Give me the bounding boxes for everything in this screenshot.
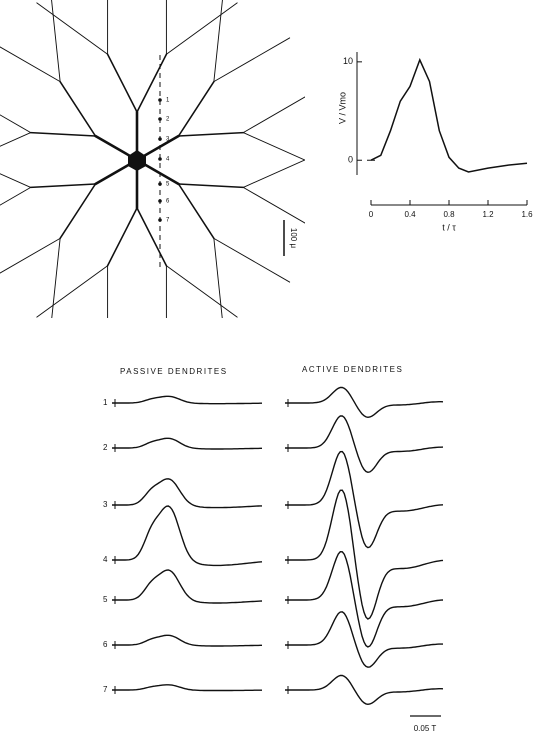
electrode-point [158,182,162,186]
scale-label: 100 μ [289,228,298,249]
dendrite [213,237,291,283]
electrode-label: 3 [166,137,170,143]
trace [112,437,262,450]
dendrite [177,183,245,189]
dendrite [0,46,61,83]
dendrite [0,173,32,188]
dendrite [51,0,61,83]
dendrite [36,265,109,318]
x-tick-label: 1.2 [482,210,494,219]
active-title: ACTIVE DENDRITES [302,365,403,374]
trace [112,395,262,405]
electrode-point [158,218,162,222]
row-label: 3 [103,500,108,509]
row-label: 2 [103,443,108,452]
dendrite [51,237,61,318]
dendrite [0,114,32,134]
row-label: 1 [103,398,108,407]
dendrite [242,186,305,224]
dendrite [0,237,61,274]
dendrite [106,53,138,113]
dendrite [165,2,238,55]
trace [285,450,444,549]
row-label: 4 [103,555,108,564]
electrode-label: 5 [166,182,170,188]
trace [285,415,444,474]
dendrite [36,2,109,55]
y-tick-label: 0 [348,155,353,165]
row-label: 5 [103,595,108,604]
trace [285,611,443,668]
x-axis-label: t / τ [442,222,456,232]
trace [285,674,444,706]
trace [112,569,263,604]
x-tick-label: 0.8 [443,210,455,219]
y-tick-label: 10 [343,56,353,66]
dendrite [136,207,168,267]
electrode-point [158,117,162,121]
electrode-point [158,137,162,141]
electrode-label: 6 [166,199,170,205]
dendrite [165,265,238,318]
dendrite [213,237,223,318]
electrode-label: 4 [166,157,170,163]
electrode-label: 1 [166,98,170,104]
electrode-label: 7 [166,218,170,224]
dendrite [106,207,138,267]
x-tick-label: 1.6 [521,210,533,219]
dendrite [29,183,97,189]
dendrite [242,132,305,161]
x-tick-label: 0 [369,210,374,219]
row-label: 6 [103,640,108,649]
dendrite [177,183,215,240]
dendrite [0,132,32,147]
trace [285,489,444,620]
electrode-point [158,98,162,102]
trace [112,505,263,567]
trace [112,634,262,647]
electrode-point [158,157,162,161]
time-scale-label: 0.05 T [414,724,437,733]
dendrite [59,183,97,240]
trace [112,684,262,692]
trace [285,386,444,419]
dendrite [213,37,291,83]
dendrite [0,186,32,206]
x-tick-label: 0.4 [404,210,416,219]
neuron-diagram [0,0,305,318]
dendrite [242,159,305,188]
trace [285,550,444,648]
dendrite [29,131,97,137]
dendrite [177,131,245,137]
dendrite [59,80,97,137]
soma [128,150,146,171]
dendrite [177,80,215,137]
data-line [370,57,528,173]
trace [112,478,262,509]
y-axis-label: V / Vmo [337,92,347,124]
dendrite [213,0,223,83]
dendrite [136,53,168,113]
electrode-point [158,199,162,203]
row-label: 7 [103,685,108,694]
dendrite [242,96,305,134]
passive-title: PASSIVE DENDRITES [120,367,228,376]
electrode-label: 2 [166,117,170,123]
